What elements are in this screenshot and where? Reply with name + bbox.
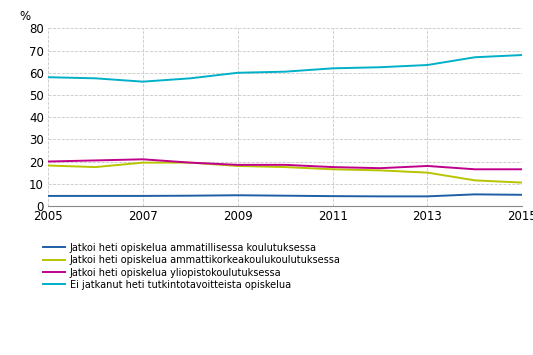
Jatkoi heti opiskelua yliopistokoulutuksessa	[377, 166, 383, 170]
Ei jatkanut heti tutkintotavoitteista opiskelua	[282, 70, 288, 74]
Jatkoi heti opiskelua ammattikorkeakoulukoulutuksessa	[187, 160, 193, 165]
Jatkoi heti opiskelua ammattikorkeakoulukoulutuksessa	[92, 165, 99, 169]
Jatkoi heti opiskelua ammatillisessa koulutuksessa	[187, 193, 193, 198]
Jatkoi heti opiskelua ammatillisessa koulutuksessa	[140, 194, 146, 198]
Line: Jatkoi heti opiskelua yliopistokoulutuksessa: Jatkoi heti opiskelua yliopistokoulutuks…	[48, 159, 522, 169]
Text: %: %	[20, 10, 30, 23]
Jatkoi heti opiskelua ammatillisessa koulutuksessa	[519, 193, 526, 197]
Jatkoi heti opiskelua ammatillisessa koulutuksessa	[282, 193, 288, 198]
Jatkoi heti opiskelua ammattikorkeakoulukoulutuksessa	[377, 168, 383, 173]
Line: Jatkoi heti opiskelua ammatillisessa koulutuksessa: Jatkoi heti opiskelua ammatillisessa kou…	[48, 194, 522, 196]
Jatkoi heti opiskelua ammattikorkeakoulukoulutuksessa	[140, 160, 146, 165]
Jatkoi heti opiskelua yliopistokoulutuksessa	[424, 164, 431, 168]
Jatkoi heti opiskelua ammatillisessa koulutuksessa	[424, 194, 431, 198]
Ei jatkanut heti tutkintotavoitteista opiskelua	[45, 75, 51, 79]
Jatkoi heti opiskelua yliopistokoulutuksessa	[519, 167, 526, 171]
Jatkoi heti opiskelua ammatillisessa koulutuksessa	[92, 194, 99, 198]
Ei jatkanut heti tutkintotavoitteista opiskelua	[92, 76, 99, 81]
Ei jatkanut heti tutkintotavoitteista opiskelua	[329, 66, 336, 70]
Jatkoi heti opiskelua ammatillisessa koulutuksessa	[329, 194, 336, 198]
Ei jatkanut heti tutkintotavoitteista opiskelua	[377, 65, 383, 69]
Jatkoi heti opiskelua ammatillisessa koulutuksessa	[472, 192, 478, 196]
Jatkoi heti opiskelua yliopistokoulutuksessa	[282, 163, 288, 167]
Jatkoi heti opiskelua ammatillisessa koulutuksessa	[235, 193, 241, 197]
Jatkoi heti opiskelua yliopistokoulutuksessa	[472, 167, 478, 171]
Jatkoi heti opiskelua yliopistokoulutuksessa	[140, 157, 146, 162]
Jatkoi heti opiskelua yliopistokoulutuksessa	[187, 160, 193, 165]
Jatkoi heti opiskelua ammattikorkeakoulukoulutuksessa	[519, 180, 526, 185]
Jatkoi heti opiskelua yliopistokoulutuksessa	[329, 165, 336, 169]
Ei jatkanut heti tutkintotavoitteista opiskelua	[187, 76, 193, 81]
Jatkoi heti opiskelua ammatillisessa koulutuksessa	[377, 194, 383, 198]
Jatkoi heti opiskelua yliopistokoulutuksessa	[235, 163, 241, 167]
Ei jatkanut heti tutkintotavoitteista opiskelua	[472, 55, 478, 59]
Jatkoi heti opiskelua ammattikorkeakoulukoulutuksessa	[282, 165, 288, 169]
Ei jatkanut heti tutkintotavoitteista opiskelua	[519, 53, 526, 57]
Jatkoi heti opiskelua ammatillisessa koulutuksessa	[45, 194, 51, 198]
Jatkoi heti opiskelua yliopistokoulutuksessa	[45, 159, 51, 164]
Jatkoi heti opiskelua ammattikorkeakoulukoulutuksessa	[45, 163, 51, 168]
Jatkoi heti opiskelua ammattikorkeakoulukoulutuksessa	[329, 167, 336, 171]
Line: Jatkoi heti opiskelua ammattikorkeakoulukoulutuksessa: Jatkoi heti opiskelua ammattikorkeakoulu…	[48, 163, 522, 182]
Jatkoi heti opiskelua ammattikorkeakoulukoulutuksessa	[235, 164, 241, 168]
Ei jatkanut heti tutkintotavoitteista opiskelua	[235, 71, 241, 75]
Line: Ei jatkanut heti tutkintotavoitteista opiskelua: Ei jatkanut heti tutkintotavoitteista op…	[48, 55, 522, 82]
Jatkoi heti opiskelua yliopistokoulutuksessa	[92, 158, 99, 163]
Ei jatkanut heti tutkintotavoitteista opiskelua	[140, 80, 146, 84]
Ei jatkanut heti tutkintotavoitteista opiskelua	[424, 63, 431, 67]
Jatkoi heti opiskelua ammattikorkeakoulukoulutuksessa	[472, 178, 478, 182]
Legend: Jatkoi heti opiskelua ammatillisessa koulutuksessa, Jatkoi heti opiskelua ammatt: Jatkoi heti opiskelua ammatillisessa kou…	[43, 243, 341, 290]
Jatkoi heti opiskelua ammattikorkeakoulukoulutuksessa	[424, 170, 431, 175]
